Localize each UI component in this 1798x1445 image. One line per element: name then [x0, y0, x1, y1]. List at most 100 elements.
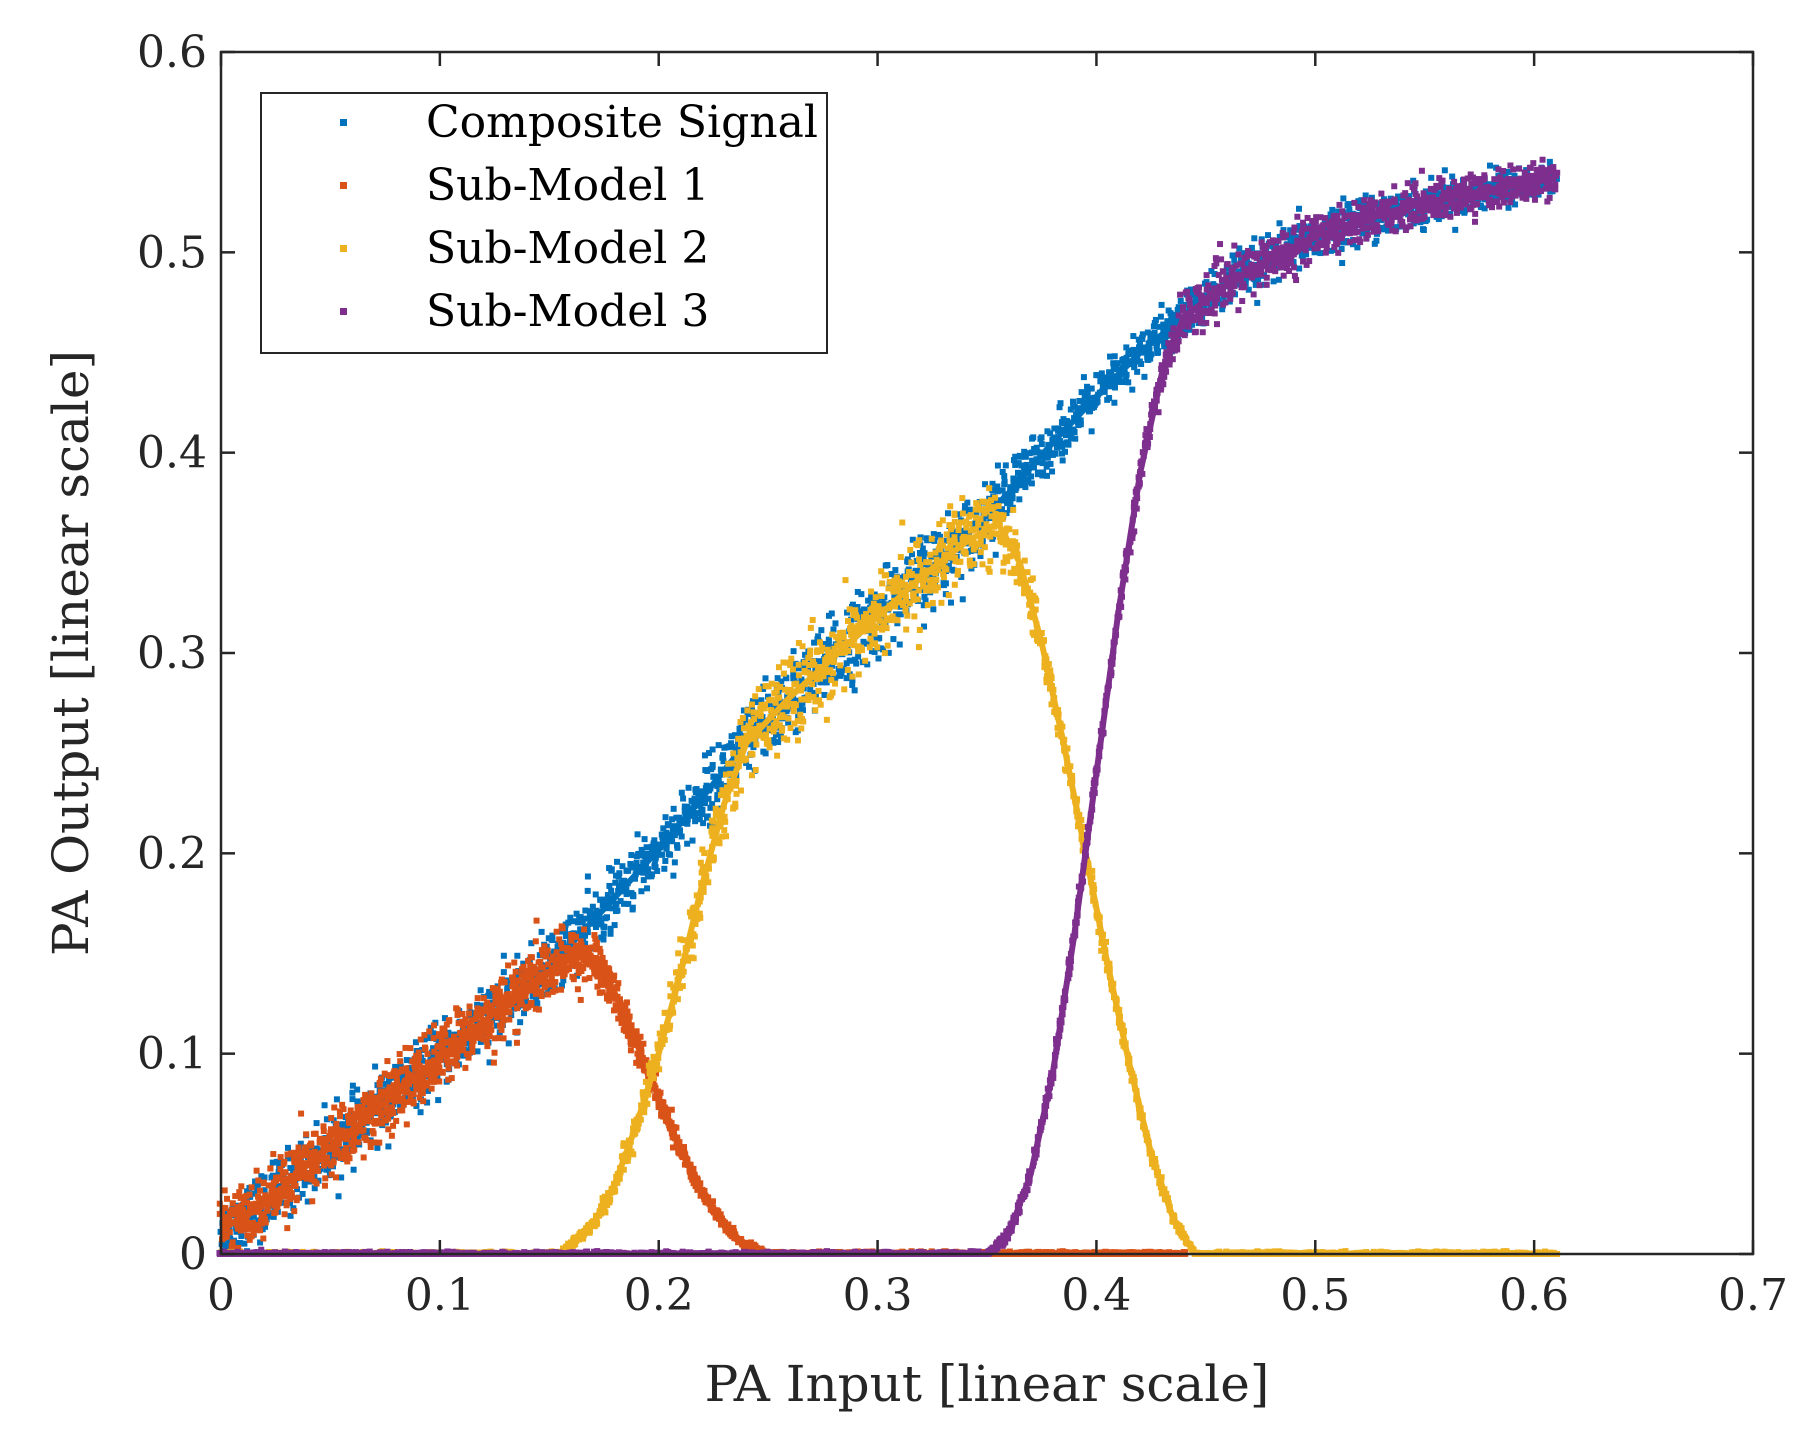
data-point: [1138, 360, 1145, 367]
data-point: [909, 551, 916, 558]
data-point: [828, 610, 835, 617]
data-point: [311, 1148, 318, 1155]
data-point: [717, 766, 724, 773]
data-point: [792, 729, 799, 736]
data-point: [349, 1096, 356, 1103]
data-point: [514, 952, 521, 959]
data-point: [864, 661, 871, 668]
data-point: [287, 1165, 294, 1172]
data-point: [1094, 398, 1101, 405]
data-point: [809, 689, 816, 696]
data-point: [504, 986, 511, 993]
data-point: [1114, 360, 1121, 367]
data-point: [1252, 281, 1259, 288]
data-point: [796, 707, 803, 714]
data-point: [412, 1039, 419, 1046]
data-point: [699, 788, 706, 795]
data-point: [440, 1046, 447, 1053]
data-point: [616, 882, 623, 889]
data-point: [474, 995, 481, 1002]
data-point: [1001, 481, 1008, 488]
data-point: [298, 1172, 305, 1179]
data-point: [344, 1113, 351, 1120]
data-point: [1461, 209, 1468, 216]
data-point: [484, 999, 491, 1006]
data-point: [1080, 374, 1087, 381]
data-point: [762, 750, 769, 757]
data-point: [532, 938, 539, 945]
data-point: [1491, 181, 1498, 188]
data-point: [342, 1139, 349, 1146]
data-point: [1149, 335, 1156, 342]
data-point: [888, 571, 895, 578]
data-point: [1349, 241, 1356, 248]
data-point: [257, 1187, 264, 1194]
data-point: [1002, 462, 1009, 469]
data-point: [1113, 365, 1120, 372]
data-point: [444, 1060, 451, 1067]
data-point: [922, 597, 929, 604]
data-point: [669, 838, 676, 845]
data-point: [582, 940, 589, 947]
data-point: [404, 1070, 411, 1077]
data-point: [415, 1054, 422, 1061]
data-point: [425, 1087, 432, 1094]
data-point: [284, 1151, 291, 1158]
data-point: [629, 863, 636, 870]
data-point: [570, 918, 577, 925]
data-point: [775, 739, 782, 746]
data-point: [1060, 416, 1067, 423]
data-point: [1070, 398, 1077, 405]
data-point: [532, 966, 539, 973]
data-point: [640, 1040, 647, 1047]
data-point: [701, 752, 708, 759]
data-point: [627, 1039, 634, 1046]
data-point: [1147, 355, 1154, 362]
data-point: [663, 829, 670, 836]
data-point: [1477, 202, 1484, 209]
data-point: [435, 1039, 442, 1046]
data-point: [1144, 329, 1151, 336]
data-point: [480, 1036, 487, 1043]
data-point: [474, 1005, 481, 1012]
data-point: [412, 1066, 419, 1073]
data-point: [339, 1121, 346, 1128]
data-point: [1512, 201, 1519, 208]
data-point: [885, 649, 892, 656]
data-point: [459, 1022, 466, 1029]
data-point: [298, 1110, 305, 1117]
data-point: [326, 1149, 333, 1156]
data-point: [651, 837, 658, 844]
data-point: [1449, 173, 1456, 180]
data-point: [355, 1139, 362, 1146]
data-point: [584, 927, 591, 934]
data-point: [1040, 469, 1047, 476]
data-point: [397, 1063, 404, 1070]
data-point: [394, 1093, 401, 1100]
data-point: [552, 987, 559, 994]
data-point: [782, 674, 789, 681]
data-point: [328, 1171, 335, 1178]
data-point: [347, 1107, 354, 1114]
data-point: [1018, 462, 1025, 469]
data-point: [402, 1044, 409, 1051]
data-point: [694, 810, 701, 817]
data-point: [1316, 235, 1323, 242]
data-point: [460, 1040, 467, 1047]
data-point: [1059, 450, 1066, 457]
data-point: [224, 1195, 231, 1202]
data-point: [313, 1164, 320, 1171]
data-point: [744, 710, 751, 717]
data-point: [314, 1167, 321, 1174]
data-point: [383, 1106, 390, 1113]
data-point: [586, 975, 593, 982]
data-point: [732, 732, 739, 739]
data-point: [616, 870, 623, 877]
data-point: [1254, 299, 1261, 306]
data-point: [1432, 190, 1439, 197]
data-point: [606, 882, 613, 889]
data-point: [1111, 399, 1118, 406]
data-point: [344, 1158, 351, 1165]
data-point: [1062, 432, 1069, 439]
